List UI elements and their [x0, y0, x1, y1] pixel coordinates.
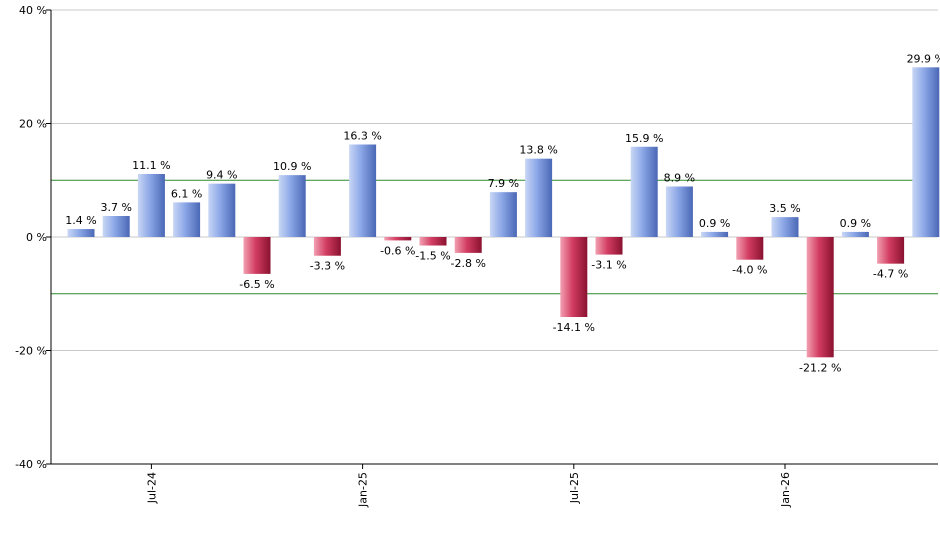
data-label: -14.1 % — [553, 321, 595, 334]
bar — [454, 237, 482, 253]
data-label: -21.2 % — [799, 361, 841, 374]
data-label: -4.7 % — [873, 268, 908, 281]
bar — [736, 237, 764, 260]
bar — [771, 217, 799, 237]
bar — [278, 175, 306, 237]
data-label: -2.8 % — [450, 257, 485, 270]
data-label: 16.3 % — [343, 129, 381, 142]
data-label: 9.4 % — [206, 169, 237, 182]
bar — [208, 183, 236, 237]
bar — [102, 216, 130, 237]
bar — [173, 202, 201, 237]
x-tick-label: Jan-26 — [779, 472, 792, 508]
bar — [419, 237, 447, 246]
y-tick-label: -40 % — [15, 458, 47, 471]
data-label: -0.6 % — [380, 244, 415, 257]
bar — [349, 144, 377, 237]
data-label: 0.9 % — [699, 217, 730, 230]
bar — [877, 237, 905, 264]
bar — [806, 237, 834, 358]
data-label: 11.1 % — [132, 159, 170, 172]
bar — [525, 158, 553, 237]
data-label: 15.9 % — [625, 132, 663, 145]
data-label: 0.9 % — [840, 217, 871, 230]
data-label: 3.5 % — [769, 202, 800, 215]
bar — [137, 174, 165, 237]
bars — [67, 67, 940, 358]
data-label: 13.8 % — [519, 144, 557, 157]
bar — [243, 237, 271, 274]
bar — [384, 237, 412, 241]
bar — [630, 146, 658, 237]
data-label: -3.1 % — [591, 259, 626, 272]
bar — [67, 229, 95, 237]
axes: 40 % 20 % 0 % -20 % -40 % Jul-24 Jan-25 Jul-25 J… — [15, 4, 938, 508]
y-tick-label: -20 % — [15, 345, 47, 358]
y-tick-label: 0 % — [26, 231, 47, 244]
x-tick-label: Jul-24 — [145, 472, 158, 504]
data-label: -6.5 % — [239, 278, 274, 291]
data-label: -3.3 % — [310, 260, 345, 273]
data-label: -4.0 % — [732, 264, 767, 277]
x-tick-label: Jan-25 — [357, 472, 370, 508]
data-label: 3.7 % — [100, 201, 131, 214]
bar — [665, 186, 693, 237]
data-label: -1.5 % — [415, 250, 450, 263]
bar — [560, 237, 588, 318]
data-label: 29.9 % — [907, 52, 940, 65]
bar — [841, 231, 869, 237]
data-label: 10.9 % — [273, 160, 311, 173]
y-tick-label: 40 % — [19, 4, 47, 17]
reference-lines — [51, 179, 938, 295]
data-labels: 1.4 % 3.7 % 11.1 % 6.1 % 9.4 % -6.5 % 10.9 % -3… — [65, 52, 940, 374]
bar — [912, 67, 940, 237]
data-label: 7.9 % — [488, 177, 519, 190]
data-label: 1.4 % — [65, 214, 96, 227]
bar — [595, 237, 623, 255]
bar — [701, 231, 729, 237]
data-label: 6.1 % — [171, 187, 202, 200]
y-tick-label: 20 % — [19, 118, 47, 131]
bar — [489, 192, 517, 237]
bar — [313, 237, 341, 256]
x-tick-label: Jul-25 — [568, 472, 581, 504]
data-label: 8.9 % — [664, 171, 695, 184]
